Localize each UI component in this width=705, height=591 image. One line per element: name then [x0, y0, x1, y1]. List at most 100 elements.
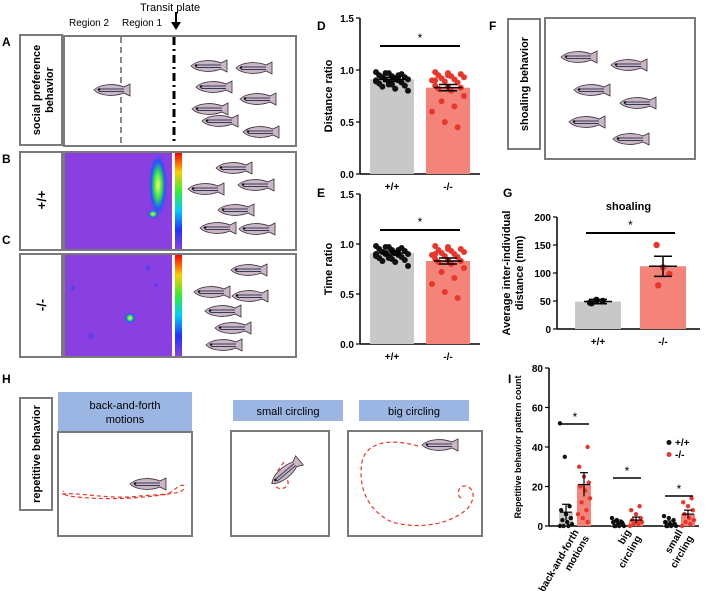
fish-icon [193, 285, 231, 299]
bar [426, 261, 470, 344]
data-point [429, 281, 435, 287]
heatmap-ko [65, 255, 172, 356]
header-small-circling-label: small circling [257, 406, 320, 418]
row-label-box-b [19, 151, 63, 251]
data-point [661, 513, 667, 519]
color-scale-bar [175, 153, 182, 249]
data-point [666, 515, 671, 521]
data-point [579, 500, 584, 505]
trajectory-path [61, 484, 185, 500]
data-point [584, 508, 589, 513]
x-tick-label: +/+ [385, 352, 400, 363]
y-axis-label: Average inter-individualdistance (mm) [501, 211, 526, 336]
y-tick-label: 0.5 [340, 118, 354, 129]
data-point [637, 504, 642, 509]
data-point [373, 251, 379, 257]
y-tick-label: 0 [545, 325, 551, 336]
y-tick-label: 60 [532, 404, 544, 415]
y-tick-label: 1.0 [340, 66, 354, 77]
y-axis-label: Distance ratio [323, 59, 335, 132]
y-axis-label: Time ratio [323, 243, 335, 296]
fish-icon [199, 221, 237, 235]
panel-label-d: D [317, 19, 326, 33]
data-point [405, 251, 411, 257]
fish-icon [238, 222, 276, 236]
fish-icon [560, 50, 598, 64]
bar [577, 484, 591, 526]
header-back-and-forth [58, 392, 192, 432]
fish-icon [129, 477, 167, 491]
row-label-box-f [507, 18, 541, 150]
y-tick-label: 0.0 [340, 170, 354, 181]
bar [575, 301, 621, 329]
panel-label-g: G [503, 186, 512, 200]
bar [426, 87, 470, 174]
tank-b [63, 151, 297, 251]
data-point [566, 523, 571, 529]
panel-label-f: F [489, 19, 496, 33]
fish-icon [242, 125, 280, 139]
fish-icon [235, 61, 273, 75]
legend-marker [666, 440, 672, 445]
data-point [451, 275, 458, 281]
data-point [580, 515, 585, 521]
x-tick-label: -/- [658, 337, 667, 348]
y-tick-label: 0.5 [340, 290, 354, 301]
data-point [585, 444, 590, 450]
y-tick-label: 80 [532, 364, 544, 375]
y-tick-label: 100 [534, 269, 551, 280]
data-point [451, 103, 458, 110]
heatmap-spot [87, 332, 95, 340]
data-point [690, 508, 695, 513]
y-tick-label: 0 [537, 522, 543, 533]
header-small-circling [233, 400, 343, 421]
fish-icon [195, 80, 233, 94]
y-tick-label: 1.5 [340, 14, 354, 25]
data-point [587, 496, 593, 501]
x-tick-label: back-and-forthmotions [537, 528, 592, 591]
y-tick-label: 150 [534, 241, 551, 252]
y-tick-label: 1.0 [340, 240, 354, 251]
down-arrow-icon [171, 12, 181, 30]
fish-icon [230, 263, 268, 277]
tank-a [63, 35, 297, 147]
data-point [577, 464, 582, 469]
data-point [401, 257, 408, 263]
fish-icon [201, 114, 239, 128]
fish-icon [610, 58, 648, 72]
data-point [681, 500, 686, 505]
data-point [691, 517, 697, 523]
header-big-circling [359, 400, 469, 421]
fish-icon [619, 96, 657, 110]
data-point [461, 265, 467, 271]
fish-icon [205, 338, 243, 352]
header-back-and-forth-label: back-and-forth motions [90, 400, 161, 426]
data-point [395, 247, 402, 253]
legend-marker [666, 452, 672, 457]
data-point [385, 81, 392, 88]
tank-big-circling [347, 430, 483, 537]
fish-icon [190, 59, 228, 73]
y-tick-label: 200 [534, 213, 551, 224]
data-point [679, 523, 685, 529]
data-point [629, 508, 634, 513]
data-point [445, 246, 451, 252]
data-point [633, 511, 639, 517]
data-point [609, 515, 615, 521]
x-tick-label: +/+ [591, 337, 606, 348]
data-point [432, 77, 439, 84]
data-point [405, 76, 411, 83]
fish-icon [421, 438, 459, 452]
data-point [392, 259, 399, 265]
data-point [432, 251, 439, 257]
heatmap-spot [69, 284, 77, 292]
y-tick-label: 1.5 [340, 190, 354, 201]
data-point [392, 85, 399, 92]
heatmap-hotspot [147, 209, 159, 219]
data-point [631, 521, 636, 527]
fish-icon [267, 455, 304, 489]
y-tick-label: 50 [540, 297, 552, 308]
data-point [586, 480, 591, 485]
data-point [373, 77, 379, 84]
bar [370, 79, 414, 174]
